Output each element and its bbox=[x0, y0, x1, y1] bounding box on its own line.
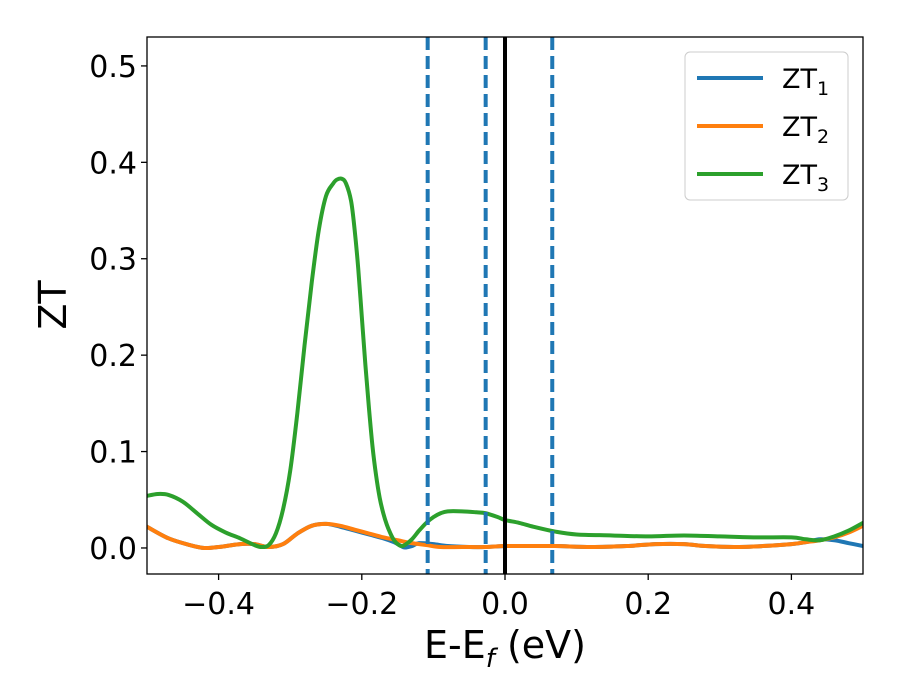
x-tick-label: 0.2 bbox=[624, 587, 672, 622]
legend-label-zt3: ZT3 bbox=[782, 160, 829, 196]
x-axis-label-unit: (eV) bbox=[495, 623, 586, 667]
y-tick-label: 0.5 bbox=[89, 50, 137, 85]
series-line-zt3 bbox=[147, 176, 863, 550]
plot-area bbox=[147, 37, 863, 574]
legend-label-zt1: ZT1 bbox=[782, 64, 829, 100]
y-tick-label: 0.1 bbox=[89, 436, 137, 471]
y-tick-label: 0.3 bbox=[89, 243, 137, 278]
y-axis-label: ZT bbox=[31, 280, 75, 330]
legend-label-zt2: ZT2 bbox=[782, 112, 829, 148]
x-axis-label: E-Ef (eV) bbox=[424, 623, 586, 674]
y-tick-label: 0.4 bbox=[89, 146, 137, 181]
x-tick-label: −0.2 bbox=[325, 587, 398, 622]
y-axis: 0.0 0.1 0.2 0.3 0.4 0.5 bbox=[89, 50, 147, 567]
x-tick-label: 0.4 bbox=[768, 587, 816, 622]
x-axis: −0.4 −0.2 0.0 0.2 0.4 bbox=[182, 574, 815, 622]
legend-box bbox=[684, 51, 849, 201]
x-tick-label: −0.4 bbox=[182, 587, 255, 622]
y-tick-label: 0.0 bbox=[89, 532, 137, 567]
x-tick-label: 0.0 bbox=[481, 587, 529, 622]
y-tick-label: 0.2 bbox=[89, 339, 137, 374]
legend: ZT1 ZT2 ZT3 bbox=[684, 51, 849, 201]
